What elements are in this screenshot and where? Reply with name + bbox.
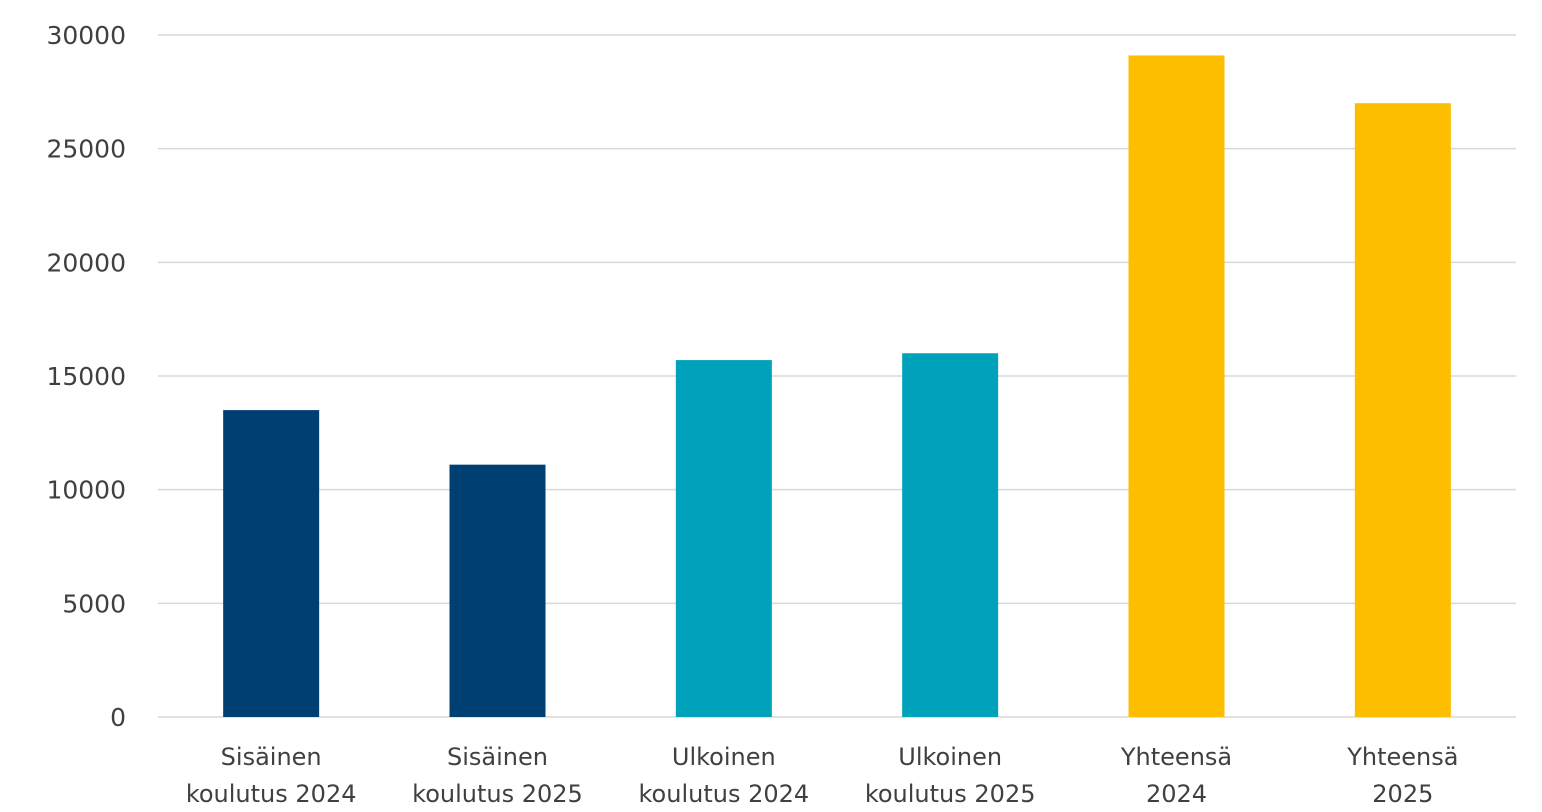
x-category-label: Sisäinen koulutus 2024 — [186, 743, 357, 808]
x-category-label: Yhteensä 2024 — [1120, 743, 1232, 808]
y-tick-label: 25000 — [46, 135, 126, 164]
bar — [902, 353, 999, 717]
x-category-label-line: Yhteensä — [1120, 743, 1232, 771]
x-category-label-line: 2024 — [1146, 780, 1207, 808]
y-tick-label: 30000 — [46, 21, 126, 50]
bar — [1128, 55, 1225, 717]
y-tick-label: 0 — [110, 703, 126, 732]
y-tick-label: 10000 — [46, 476, 126, 505]
y-tick-label: 20000 — [46, 248, 126, 277]
bar — [675, 360, 772, 717]
x-category-label-line: Ulkoinen — [672, 743, 776, 771]
x-category-label: Ulkoinen koulutus 2024 — [639, 743, 810, 808]
bar — [1354, 103, 1451, 717]
x-category-label-line: 2025 — [1372, 780, 1433, 808]
bars — [223, 55, 1451, 717]
x-category-label-line: Sisäinen — [447, 743, 548, 771]
x-category-label-line: koulutus 2025 — [412, 780, 583, 808]
y-axis-tick-labels: 0 5000 10000 15000 20000 25000 30000 — [46, 21, 126, 732]
x-category-label-line: koulutus 2024 — [639, 780, 810, 808]
bar — [449, 464, 546, 717]
x-category-label-line: koulutus 2025 — [865, 780, 1036, 808]
gridlines — [158, 34, 1516, 718]
x-category-label-line: Sisäinen — [221, 743, 322, 771]
x-category-label-line: Ulkoinen — [898, 743, 1002, 771]
x-category-label: Ulkoinen koulutus 2025 — [865, 743, 1036, 808]
x-category-label: Yhteensä 2025 — [1346, 743, 1458, 808]
x-category-label: Sisäinen koulutus 2025 — [412, 743, 583, 808]
y-tick-label: 15000 — [46, 362, 126, 391]
x-axis-category-labels: Sisäinen koulutus 2024 Sisäinen koulutus 20… — [186, 743, 1459, 808]
x-category-label-line: Yhteensä — [1346, 743, 1458, 771]
x-category-label-line: koulutus 2024 — [186, 780, 357, 808]
bar — [223, 410, 320, 717]
y-tick-label: 5000 — [62, 589, 126, 618]
